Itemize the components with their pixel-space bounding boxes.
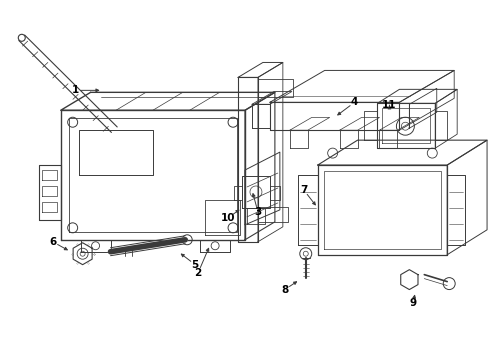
Text: 9: 9 (409, 297, 416, 307)
Text: 4: 4 (350, 97, 358, 107)
Text: 5: 5 (191, 260, 199, 270)
Text: 6: 6 (49, 237, 56, 247)
Text: 3: 3 (254, 207, 261, 217)
Text: 2: 2 (194, 267, 202, 278)
Text: 8: 8 (281, 284, 288, 294)
Text: 10: 10 (221, 213, 235, 223)
Text: 7: 7 (300, 185, 307, 195)
Text: 1: 1 (72, 85, 79, 95)
Text: 11: 11 (382, 100, 396, 110)
